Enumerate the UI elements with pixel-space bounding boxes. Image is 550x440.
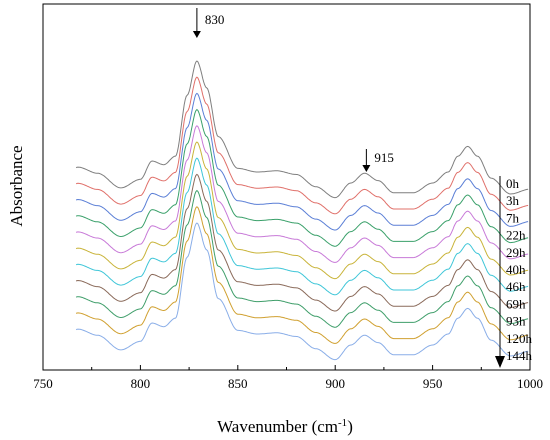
x-tick-label-950: 950	[423, 376, 443, 391]
annotation-arrow-915	[362, 165, 371, 172]
series-label-22h: 22h	[506, 228, 526, 243]
series-line-7h	[75, 92, 529, 231]
series-label-29h: 29h	[506, 245, 526, 260]
series-label-7h: 7h	[506, 210, 520, 225]
series-labels: 0h 3h 7h 22h 29h 40h 46h 69h 93h 120h 144h	[495, 176, 533, 368]
series-line-0h	[75, 60, 529, 199]
plot-border	[42, 3, 531, 371]
series-label-120h: 120h	[506, 331, 533, 346]
series-line-120h	[75, 206, 529, 344]
series-line-69h	[75, 173, 529, 312]
annotation-arrow-830	[192, 31, 201, 38]
series-label-3h: 3h	[506, 193, 520, 208]
series-line-29h	[75, 125, 529, 263]
series-line-40h	[75, 141, 529, 280]
series-label-93h: 93h	[506, 314, 526, 329]
series-label-144h: 144h	[506, 348, 533, 363]
x-tick-label-1000: 1000	[517, 376, 543, 391]
plot-frame	[42, 3, 531, 371]
x-tick-label-750: 750	[33, 376, 53, 391]
series-label-40h: 40h	[506, 262, 526, 277]
series-line-144h	[75, 222, 529, 361]
series-lines	[75, 60, 529, 361]
series-line-93h	[75, 189, 529, 328]
series-label-69h: 69h	[506, 296, 526, 311]
series-label-0h: 0h	[506, 176, 520, 191]
x-axis-ticks: 750 800 850 900 950 1000	[33, 365, 543, 391]
x-axis-title: Wavenumber (cm-1)	[217, 417, 353, 436]
x-tick-label-850: 850	[228, 376, 248, 391]
y-axis-title: Absorbance	[7, 145, 26, 226]
annotation-label-915: 915	[374, 150, 394, 165]
x-tick-label-900: 900	[325, 376, 345, 391]
label-bracket-arrow	[495, 356, 505, 368]
series-line-3h	[75, 76, 529, 215]
series-label-46h: 46h	[506, 279, 526, 294]
peak-annotations: 830 915	[192, 8, 394, 172]
series-line-22h	[75, 108, 529, 247]
annotation-label-830: 830	[205, 12, 225, 27]
series-line-46h	[75, 157, 529, 296]
x-tick-label-800: 800	[131, 376, 151, 391]
